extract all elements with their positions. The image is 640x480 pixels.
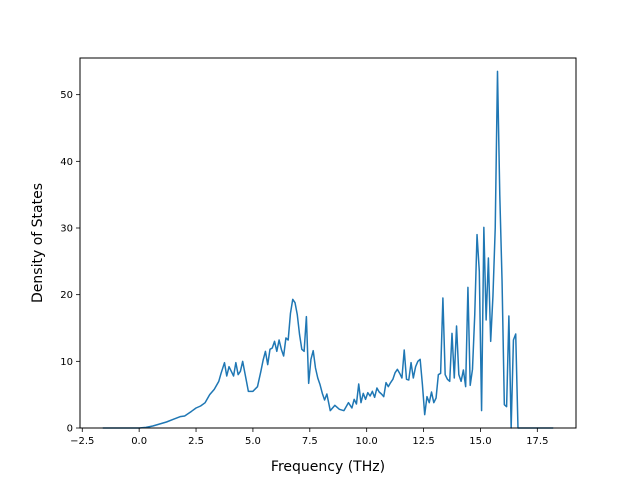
x-tick-label: 15.0 [469,436,491,447]
y-tick-label: 20 [60,290,73,301]
x-tick-label: 2.5 [188,436,204,447]
plot-area [80,58,576,428]
x-tick-label: 7.5 [302,436,318,447]
y-tick-label: 40 [60,157,73,168]
y-tick-label: 0 [67,424,73,435]
axes-frame [79,57,577,429]
y-axis-ticks: 0 10 20 30 40 50 [60,90,80,435]
x-tick-label: 17.5 [526,436,548,447]
x-tick-label: 12.5 [412,436,434,447]
x-tick-label: −2.5 [70,436,94,447]
x-tick-label: 5.0 [245,436,261,447]
series-line-0 [102,70,554,429]
y-tick-label: 50 [60,90,73,101]
series-layer [102,70,554,429]
y-tick-label: 30 [60,224,73,235]
x-axis-ticks: −2.5 0.0 2.5 5.0 7.5 10.0 12.5 15.0 17.5 [70,428,548,447]
x-tick-label: 0.0 [131,436,147,447]
x-axis-label: Frequency (THz) [271,459,385,475]
y-axis-label: Density of States [30,183,46,303]
y-tick-label: 10 [60,357,73,368]
x-tick-label: 10.0 [356,436,378,447]
